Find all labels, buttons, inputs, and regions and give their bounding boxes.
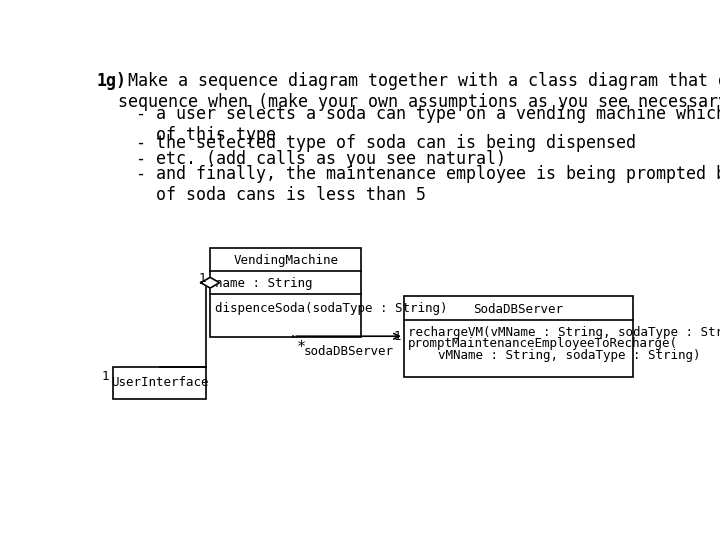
Text: vMName : String, sodaType : String): vMName : String, sodaType : String) xyxy=(408,349,701,362)
Text: 1: 1 xyxy=(102,370,109,383)
Text: - the selected type of soda can is being dispensed: - the selected type of soda can is being… xyxy=(96,134,636,152)
Polygon shape xyxy=(201,278,220,288)
Text: name : String: name : String xyxy=(215,278,312,291)
Bar xyxy=(113,367,206,399)
Text: SodaDBServer: SodaDBServer xyxy=(473,303,563,316)
Text: rechargeVM(vMName : String, sodaType : String): rechargeVM(vMName : String, sodaType : S… xyxy=(408,326,720,339)
Text: - a user selects a soda can type on a vending machine which contains only 5 cans: - a user selects a soda can type on a ve… xyxy=(96,105,720,144)
Bar xyxy=(404,296,632,377)
Text: dispenceSoda(sodaType : String): dispenceSoda(sodaType : String) xyxy=(215,302,447,315)
Text: sodaDBServer: sodaDBServer xyxy=(304,346,394,359)
Text: VendingMachine: VendingMachine xyxy=(233,254,338,267)
Text: - and finally, the maintenance employee is being prompted because the number
   : - and finally, the maintenance employee … xyxy=(96,165,720,204)
Text: 1g): 1g) xyxy=(96,72,126,91)
Text: 1: 1 xyxy=(393,330,401,343)
Text: promptMaintenanceEmployeeToRecharge(: promptMaintenanceEmployeeToRecharge( xyxy=(408,338,678,350)
Text: Make a sequence diagram together with a class diagram that describes the call
se: Make a sequence diagram together with a … xyxy=(118,72,720,111)
Text: UserInterface: UserInterface xyxy=(111,376,209,389)
Text: *: * xyxy=(297,340,305,355)
Text: - etc. (add calls as you see natural): - etc. (add calls as you see natural) xyxy=(96,150,506,167)
Text: 1: 1 xyxy=(199,272,206,285)
Bar xyxy=(210,248,361,336)
